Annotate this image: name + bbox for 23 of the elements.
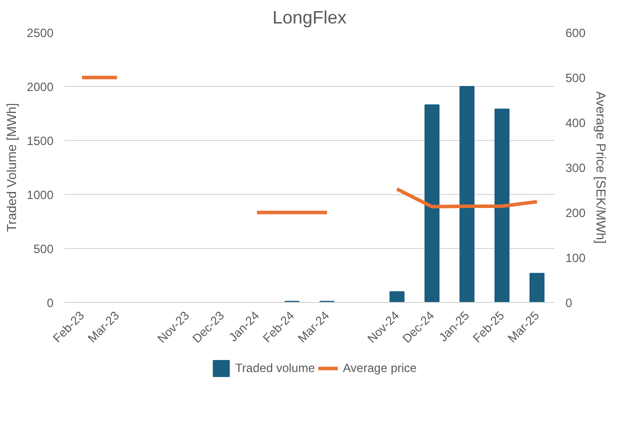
y2-tick-label: 400	[566, 116, 586, 130]
y-tick-label: 1500	[26, 134, 54, 148]
legend-label: Traded volume	[235, 361, 315, 375]
legend-label: Average price	[342, 361, 417, 375]
bar	[530, 272, 544, 302]
bar	[424, 104, 440, 302]
bar	[460, 86, 474, 302]
bar	[390, 291, 404, 302]
y2-tick-label: 200	[566, 206, 586, 220]
chart-title: LongFlex	[272, 8, 347, 28]
bar	[494, 108, 510, 302]
y2-tick-label: 300	[566, 161, 586, 175]
y-tick-label: 2000	[26, 80, 54, 94]
y-tick-label: 1000	[26, 188, 54, 202]
y2-tick-label: 0	[566, 296, 572, 310]
y2-tick-label: 600	[566, 26, 586, 40]
y2-axis-title: Average Price [SEK/MWh]	[594, 91, 609, 244]
y-tick-label: 500	[33, 242, 54, 256]
y2-tick-label: 100	[566, 251, 586, 265]
y-tick-label: 0	[46, 296, 54, 310]
y2-tick-label: 500	[566, 71, 586, 85]
y-tick-label: 2500	[26, 26, 54, 40]
y-axis-title: Traded Volume [MWh]	[4, 103, 19, 232]
